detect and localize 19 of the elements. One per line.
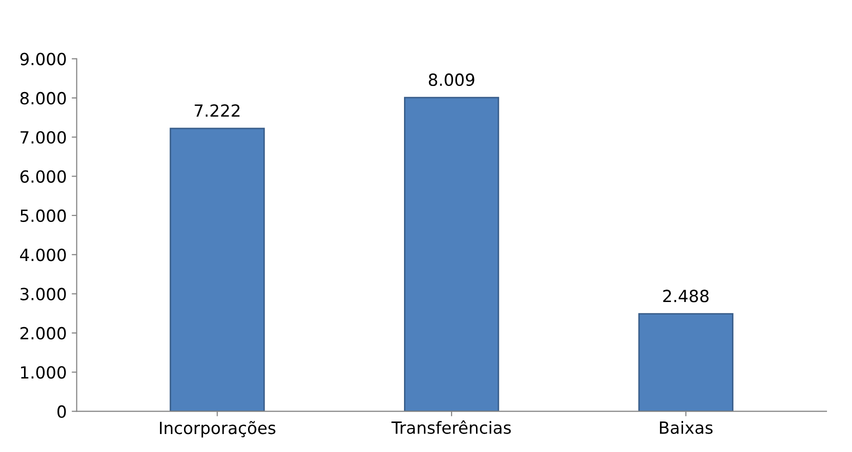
bar: [638, 313, 734, 412]
y-tick-label: 5.000: [20, 209, 66, 222]
data-label: 2.488: [663, 290, 709, 302]
y-tick-label: 3.000: [20, 288, 66, 300]
y-tick-label: 0: [57, 405, 66, 418]
y-tick-label: 4.000: [20, 248, 66, 262]
y-tick-label: 6.000: [20, 170, 66, 183]
y-tick-label: 2.000: [20, 326, 66, 340]
bar: [404, 96, 500, 412]
data-label: 7.222: [194, 104, 240, 117]
x-tick-label: Baixas: [660, 421, 713, 434]
y-tick-label: 8.000: [20, 92, 66, 104]
x-tick-label: Transferências: [391, 420, 511, 434]
bar: [170, 128, 265, 412]
data-label: 8.009: [428, 73, 474, 86]
y-tick-label: 9.000: [20, 52, 66, 66]
y-tick-label: 7.000: [20, 131, 66, 144]
x-tick-label: Incorporações: [160, 421, 276, 438]
y-tick-label: 1.000: [21, 366, 66, 379]
